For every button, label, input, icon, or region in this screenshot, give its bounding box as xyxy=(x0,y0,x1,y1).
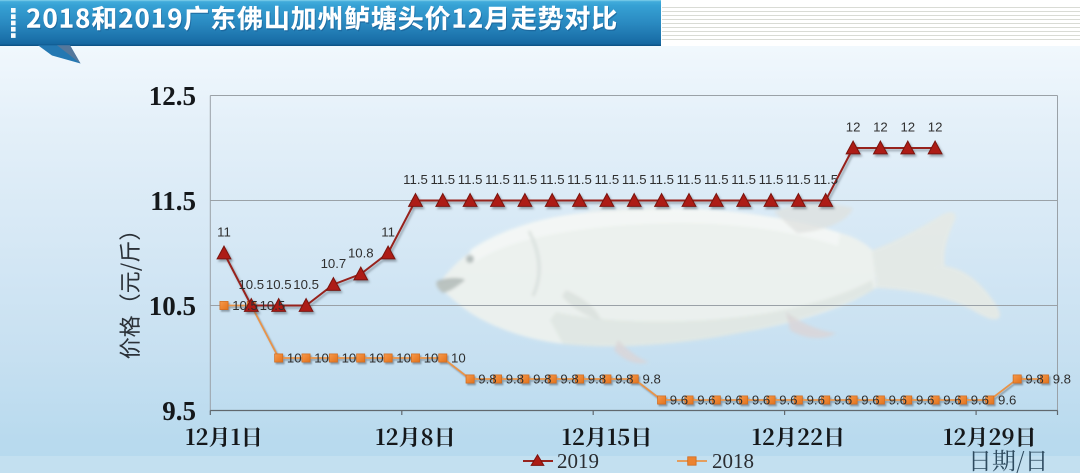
svg-text:9.8: 9.8 xyxy=(643,372,661,387)
svg-text:10: 10 xyxy=(369,351,384,366)
svg-text:9.6: 9.6 xyxy=(807,393,825,408)
svg-text:10: 10 xyxy=(287,351,302,366)
svg-text:11.5: 11.5 xyxy=(540,172,565,187)
svg-text:10.7: 10.7 xyxy=(321,256,347,271)
svg-text:9.8: 9.8 xyxy=(1025,372,1043,387)
svg-text:10: 10 xyxy=(424,351,439,366)
svg-text:11: 11 xyxy=(217,225,231,240)
svg-text:10: 10 xyxy=(342,351,357,366)
svg-text:12.5: 12.5 xyxy=(149,81,196,111)
svg-text:12: 12 xyxy=(846,120,861,135)
svg-text:9.6: 9.6 xyxy=(971,393,989,408)
svg-text:12: 12 xyxy=(873,120,888,135)
svg-text:11.5: 11.5 xyxy=(403,172,428,187)
svg-text:11.5: 11.5 xyxy=(759,172,784,187)
svg-text:10: 10 xyxy=(451,351,466,366)
svg-text:9.6: 9.6 xyxy=(998,393,1016,408)
svg-text:11.5: 11.5 xyxy=(786,172,811,187)
svg-text:11.5: 11.5 xyxy=(677,172,702,187)
svg-text:9.6: 9.6 xyxy=(861,393,879,408)
svg-text:10.5: 10.5 xyxy=(232,298,258,313)
svg-text:10: 10 xyxy=(396,351,411,366)
svg-text:11.5: 11.5 xyxy=(704,172,729,187)
svg-text:11.5: 11.5 xyxy=(567,172,592,187)
svg-text:10.5: 10.5 xyxy=(293,277,319,292)
svg-text:10.5: 10.5 xyxy=(149,291,196,321)
svg-text:9.6: 9.6 xyxy=(779,393,797,408)
svg-text:9.8: 9.8 xyxy=(533,372,551,387)
svg-text:12: 12 xyxy=(928,120,943,135)
svg-text:9.6: 9.6 xyxy=(752,393,770,408)
svg-text:12: 12 xyxy=(900,120,915,135)
svg-text:11.5: 11.5 xyxy=(150,186,196,216)
svg-text:9.5: 9.5 xyxy=(162,396,196,426)
svg-text:9.8: 9.8 xyxy=(560,372,578,387)
svg-text:11.5: 11.5 xyxy=(731,172,756,187)
svg-text:10.5: 10.5 xyxy=(260,298,286,313)
svg-text:10.8: 10.8 xyxy=(348,246,374,261)
svg-text:9.8: 9.8 xyxy=(588,372,606,387)
svg-text:9.6: 9.6 xyxy=(889,393,907,408)
svg-text:11.5: 11.5 xyxy=(485,172,510,187)
svg-text:11.5: 11.5 xyxy=(649,172,674,187)
svg-text:10.5: 10.5 xyxy=(266,277,292,292)
svg-text:9.6: 9.6 xyxy=(670,393,688,408)
svg-text:11: 11 xyxy=(381,225,395,240)
svg-text:11.5: 11.5 xyxy=(622,172,647,187)
svg-text:10: 10 xyxy=(314,351,329,366)
svg-text:9.6: 9.6 xyxy=(916,393,934,408)
svg-text:9.6: 9.6 xyxy=(834,393,852,408)
svg-text:9.6: 9.6 xyxy=(697,393,715,408)
svg-text:9.8: 9.8 xyxy=(615,372,633,387)
svg-text:11.5: 11.5 xyxy=(458,172,483,187)
svg-text:10.5: 10.5 xyxy=(238,277,264,292)
svg-text:2019: 2019 xyxy=(557,449,599,473)
svg-text:11.5: 11.5 xyxy=(813,172,838,187)
svg-text:9.8: 9.8 xyxy=(506,372,524,387)
svg-text:11.5: 11.5 xyxy=(430,172,455,187)
svg-text:9.8: 9.8 xyxy=(1053,372,1071,387)
svg-text:9.6: 9.6 xyxy=(725,393,743,408)
svg-text:11.5: 11.5 xyxy=(513,172,538,187)
svg-text:2018: 2018 xyxy=(712,449,754,473)
svg-text:9.6: 9.6 xyxy=(943,393,961,408)
svg-text:11.5: 11.5 xyxy=(595,172,620,187)
svg-text:9.8: 9.8 xyxy=(478,372,496,387)
